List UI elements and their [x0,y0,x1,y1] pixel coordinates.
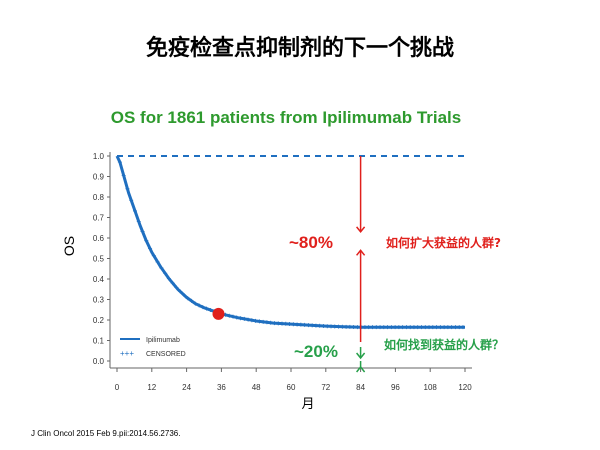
x-tick-label: 0 [115,383,120,392]
annotation-20-percent: ~20% [294,342,338,361]
annotation-20-question: 如何找到获益的人群？ [384,337,504,352]
x-tick-label: 60 [287,383,296,392]
y-tick-label: 0.5 [93,255,105,264]
y-tick-label: 0.0 [93,357,105,366]
x-tick-label: 48 [252,383,261,392]
arrow-20-up [356,361,366,373]
y-tick-label: 1.0 [93,152,105,161]
x-tick-label: 24 [182,383,191,392]
legend-label-censored: CENSORED [146,351,186,358]
chart-axes [109,152,472,369]
x-tick-label: 120 [458,383,472,392]
x-ticks: 0 12 24 36 48 60 72 84 96 108 120 [115,368,472,392]
chart-legend: Ipilimumab +++ CENSORED [120,337,186,358]
legend-label-ipilimumab: Ipilimumab [146,337,180,344]
x-tick-label: 72 [321,383,330,392]
y-tick-label: 0.9 [93,173,105,182]
y-tick-label: 0.4 [93,275,105,284]
y-tick-label: 0.2 [93,316,105,325]
survival-curve [115,155,465,329]
x-axis-label: 月 [301,397,314,412]
y-tick-label: 0.1 [93,337,105,346]
x-tick-label: 96 [391,383,400,392]
x-tick-label: 108 [424,383,438,392]
x-tick-label: 36 [217,383,226,392]
chart-title: OS for 1861 patients from Ipilimumab Tri… [110,108,462,127]
legend-censored-icon: +++ [120,349,134,358]
highlight-point [212,307,225,320]
x-tick-label: 12 [147,383,156,392]
slide-title: 免疫检查点抑制剂的下一个挑战 [145,36,454,61]
y-axis-label: OS [61,236,77,256]
x-tick-label: 84 [356,383,365,392]
y-tick-label: 0.6 [93,234,105,243]
annotation-80-question: 如何扩大获益的人群? [386,235,501,250]
annotation-80-percent: ~80% [289,233,333,252]
y-tick-label: 0.7 [93,214,105,223]
y-tick-label: 0.3 [93,296,105,305]
arrow-20-down [356,347,366,360]
arrow-80-down [356,156,366,234]
arrow-80-up [356,249,366,342]
y-tick-label: 0.8 [93,193,105,202]
footnote: J Clin Oncol 2015 Feb 9.pii:2014.56.2736… [31,429,181,438]
y-ticks: 0.0 0.1 0.2 0.3 0.4 0.5 0.6 0.7 0.8 0.9 1.0 [93,152,110,366]
